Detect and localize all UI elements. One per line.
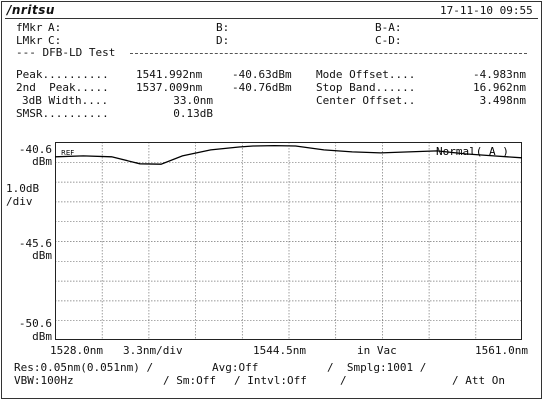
stop-band-value: 16.962nm — [473, 81, 526, 94]
fmkr-b: B: — [216, 21, 230, 34]
spectrum-trace — [55, 144, 522, 165]
low-level-unit: dBm — [32, 330, 52, 343]
mode-offset-label: Mode Offset.... — [316, 68, 416, 81]
fmkr-b-minus-a: B-A: — [375, 21, 402, 34]
stop-band-label: Stop Band...... — [316, 81, 416, 94]
average-setting: Avg:Off — [212, 361, 259, 374]
second-peak-label: 2nd Peak..... — [16, 81, 109, 94]
center-offset-label: Center Offset.. — [316, 94, 416, 107]
mode-offset-value: -4.983nm — [473, 68, 526, 81]
ref-level-unit: dBm — [32, 155, 52, 168]
mid-level: -45.6 — [18, 237, 52, 250]
mid-level-unit: dBm — [32, 249, 52, 262]
fmkr-a: A: — [48, 21, 62, 34]
graph-frame — [55, 142, 522, 340]
peak-label: Peak.......... — [16, 68, 109, 81]
scale-unit: /div — [6, 195, 33, 208]
second-peak-level: -40.76dBm — [232, 81, 292, 94]
mode-label: Normal( A ) — [436, 145, 509, 158]
peak-wavelength: 1541.992nm — [136, 68, 203, 81]
center-offset-value: 3.498nm — [479, 94, 526, 107]
lmkr-label: LMkr — [16, 34, 43, 47]
attenuator-setting: / Att On — [452, 374, 505, 387]
graph-grid — [55, 142, 522, 340]
lmkr-d: D: — [216, 34, 230, 47]
fmkr-label: fMkr — [16, 21, 43, 34]
smoothing-setting: / Sm:Off — [163, 374, 216, 387]
analysis-title-rule — [130, 53, 527, 54]
datetime: 17-11-10 09:55 — [440, 4, 533, 17]
low-level: -50.6 — [18, 317, 52, 330]
smsr-value: 0.13dB — [173, 107, 213, 120]
analysis-title: --- DFB-LD Test — [16, 46, 116, 59]
x-center: 1544.5nm — [253, 344, 306, 357]
spectrum-graph: REF Normal( A ) — [55, 142, 522, 340]
vbw-setting: VBW:100Hz — [14, 374, 74, 387]
sampling-setting: / Smplg:1001 / — [327, 361, 427, 374]
settings-separator: / — [340, 374, 347, 387]
interval-setting: / Intvl:Off — [234, 374, 307, 387]
ref-level: -40.6 — [18, 143, 52, 156]
scale-value: 1.0dB — [6, 182, 40, 195]
lmkr-c: C: — [48, 34, 62, 47]
header-divider — [5, 18, 538, 19]
mode-label-bg — [430, 144, 520, 159]
x-medium: in Vac — [357, 344, 397, 357]
x-division: 3.3nm/div — [123, 344, 183, 357]
resolution-setting: Res:0.05nm(0.051nm) / — [14, 361, 154, 374]
ref-tag: REF — [61, 149, 74, 157]
x-start: 1528.0nm — [50, 344, 103, 357]
lmkr-c-minus-d: C-D: — [375, 34, 402, 47]
x-stop: 1561.0nm — [475, 344, 528, 357]
peak-level: -40.63dBm — [232, 68, 292, 81]
width-label: 3dB Width.... — [22, 94, 109, 107]
width-value: 33.0nm — [173, 94, 213, 107]
second-peak-wavelength: 1537.009nm — [136, 81, 203, 94]
smsr-label: SMSR.......... — [16, 107, 109, 120]
anritsu-logo: /nritsu — [7, 3, 55, 17]
